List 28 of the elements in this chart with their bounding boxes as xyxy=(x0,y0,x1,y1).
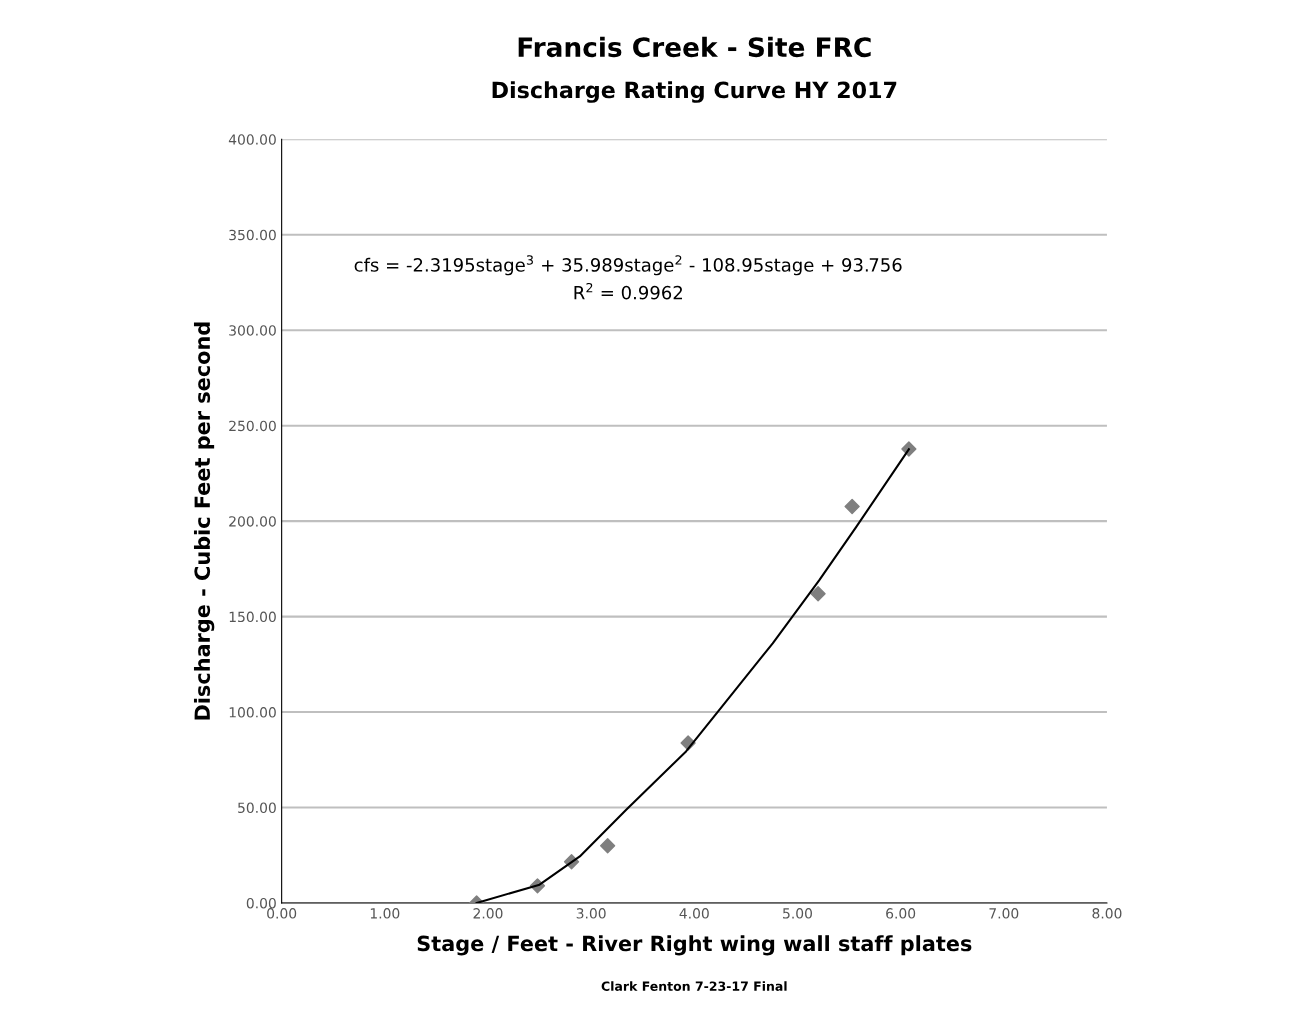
chart-title: Francis Creek - Site FRC xyxy=(518,36,871,58)
annotation: cfs = -2.3195stage$^{3}$ + 35.989stage$^{2}$ - 108.95stage + 93.756 xyxy=(354,255,902,276)
y-tick-label: 250.00 xyxy=(229,420,276,432)
point xyxy=(844,498,860,515)
y-tick-label: 400.00 xyxy=(228,134,276,145)
x-tick-label: 0.00 xyxy=(267,908,297,919)
y-tick-label: 300.00 xyxy=(229,325,276,336)
x-tick-label: 6.00 xyxy=(886,908,916,919)
x-tick-label: 2.00 xyxy=(473,908,503,919)
chart-subtitle: Discharge Rating Curve HY 2017 xyxy=(492,81,897,103)
x-tick-label: 3.00 xyxy=(576,908,606,919)
point xyxy=(600,838,616,854)
y-tick-label: 150.00 xyxy=(229,611,276,623)
x-tick-label: 1.00 xyxy=(370,908,400,919)
y-tick-label: 50.00 xyxy=(238,802,276,814)
x-tick-label: 4.00 xyxy=(679,908,709,919)
x-tick-label: 5.00 xyxy=(783,908,812,919)
y-tick-label: 200.00 xyxy=(229,516,276,527)
point xyxy=(810,586,826,602)
y-tick-label: 350.00 xyxy=(229,229,276,241)
x-axis-title: Stage / Feet - River Right wing wall staff plates xyxy=(417,935,972,956)
y-tick-label: 100.00 xyxy=(229,707,276,718)
annotation: R$^{2}$ = 0.9962 xyxy=(574,282,682,300)
text: Clark Fenton 7-23-17 Final xyxy=(601,981,787,991)
y-axis-title: Discharge - Cubic Feet per second xyxy=(193,322,215,720)
x-tick-label: 8.00 xyxy=(1092,908,1122,919)
x-tick-label: 7.00 xyxy=(989,908,1019,919)
y-tick-label: 0.00 xyxy=(246,897,276,909)
